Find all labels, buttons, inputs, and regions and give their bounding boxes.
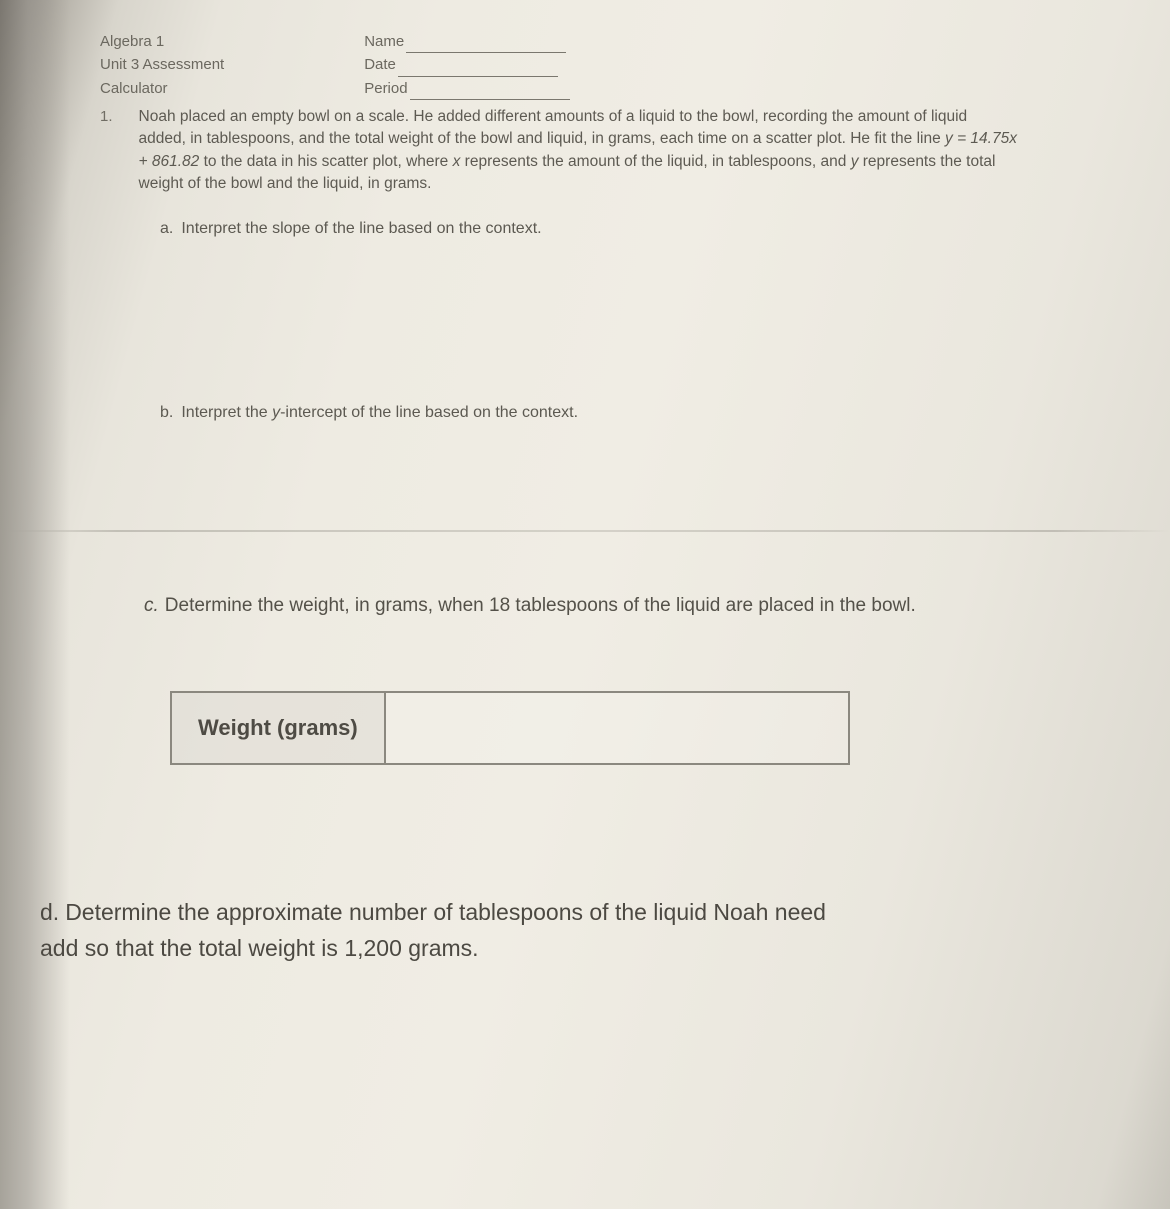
part-c-label: c. xyxy=(144,595,159,616)
name-blank[interactable] xyxy=(406,39,566,53)
q-text-3: represents the amount of the liquid, in … xyxy=(460,153,850,170)
part-c-value: 18 xyxy=(489,595,510,616)
course-title: Algebra 1 xyxy=(100,30,224,53)
name-label: Name xyxy=(364,30,404,53)
tool-label: Calculator xyxy=(100,77,224,100)
part-d-text-3: grams. xyxy=(402,935,479,961)
part-b-label: b. xyxy=(160,404,173,421)
part-a: a. Interpret the slope of the line based … xyxy=(160,218,1130,240)
part-d: d.Determine the approximate number of ta… xyxy=(40,895,1130,966)
period-label: Period xyxy=(364,77,407,100)
q-text-2: to the data in his scatter plot, where xyxy=(199,153,452,170)
part-d-text-2: add so that the total weight is xyxy=(40,935,344,961)
question-1: 1. Noah placed an empty bowl on a scale.… xyxy=(100,106,1130,196)
period-blank[interactable] xyxy=(410,86,570,100)
date-label: Date xyxy=(364,53,396,76)
date-field: Date xyxy=(364,53,569,76)
part-c-text-2: tablespoons of the liquid are placed in … xyxy=(510,595,916,616)
part-b-y: y xyxy=(272,404,280,421)
question-number: 1. xyxy=(100,106,113,196)
weight-answer-box: Weight (grams) xyxy=(170,691,850,765)
part-c-text-1: Determine the weight, in grams, when xyxy=(165,595,489,616)
date-blank[interactable] xyxy=(398,63,558,77)
part-d-value: 1,200 xyxy=(344,935,402,961)
unit-title: Unit 3 Assessment xyxy=(100,53,224,76)
part-d-text-1: Determine the approximate number of tabl… xyxy=(65,899,826,925)
part-a-text: Interpret the slope of the line based on… xyxy=(181,220,541,237)
header-right: Name Date Period xyxy=(364,30,569,100)
question-body: Noah placed an empty bowl on a scale. He… xyxy=(139,106,1019,196)
part-b-prefix: Interpret the xyxy=(181,404,272,421)
name-field: Name xyxy=(364,30,569,53)
period-field: Period xyxy=(364,77,569,100)
q-text-1: Noah placed an empty bowl on a scale. He… xyxy=(139,108,968,147)
page-divider xyxy=(0,530,1170,532)
part-b-suffix: -intercept of the line based on the cont… xyxy=(280,404,578,421)
part-c: c. Determine the weight, in grams, when 1… xyxy=(144,592,1104,621)
workspace-a xyxy=(100,240,1130,380)
part-a-label: a. xyxy=(160,220,173,237)
weight-value-cell[interactable] xyxy=(386,693,848,763)
worksheet-page: Algebra 1 Unit 3 Assessment Calculator N… xyxy=(0,0,1170,1209)
header: Algebra 1 Unit 3 Assessment Calculator N… xyxy=(100,30,1130,100)
weight-label: Weight (grams) xyxy=(172,693,386,763)
part-b: b. Interpret the y-intercept of the line … xyxy=(160,402,1130,424)
workspace-b xyxy=(100,424,1130,504)
header-left: Algebra 1 Unit 3 Assessment Calculator xyxy=(100,30,224,100)
part-d-label: d. xyxy=(40,899,59,925)
